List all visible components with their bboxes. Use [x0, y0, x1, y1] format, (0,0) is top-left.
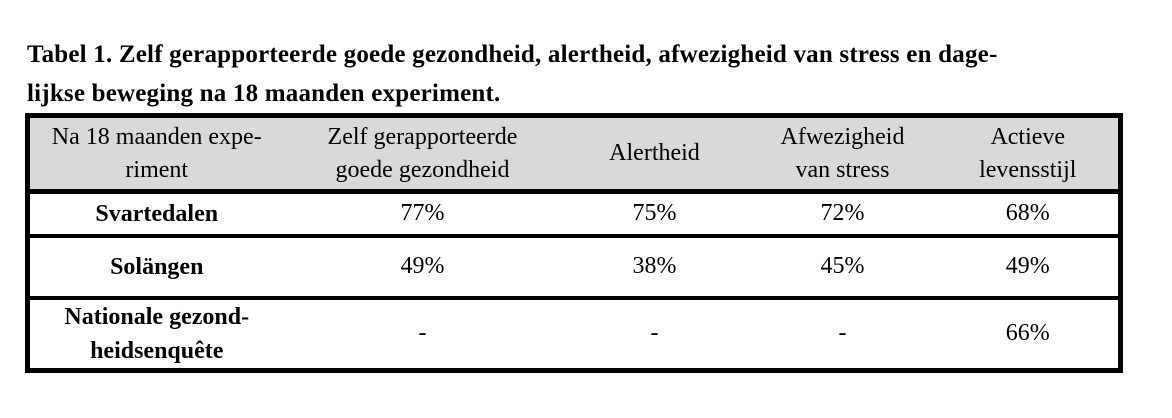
header-cell-active-lifestyle: Actieve levensstijl: [937, 115, 1121, 194]
value-cell: -: [561, 295, 748, 370]
cell-line: Svartedalen: [95, 200, 219, 227]
cell-line: Actieve: [990, 123, 1066, 150]
value-cell: 38%: [561, 233, 748, 298]
value-cell: 49%: [283, 233, 562, 298]
header-cell-absence-of-stress: Afwezigheid van stress: [747, 115, 938, 194]
cell-line: van stress: [795, 156, 890, 183]
cell-line: Nationale gezond-: [64, 303, 250, 330]
table-row-nationale-gezondheidsenquete: Nationale gezond- heidsenquête - - - 66%: [27, 295, 1121, 370]
value-cell: -: [283, 295, 562, 370]
table-row-solangen: Solängen 49% 38% 45% 49%: [27, 233, 1121, 298]
value-cell: 68%: [937, 189, 1121, 236]
cell-line: riment: [125, 156, 189, 183]
results-table: Na 18 maanden expe- riment Zelf gerappor…: [25, 113, 1123, 373]
cell-line: goede gezondheid: [335, 156, 510, 183]
cell-line: Alertheid: [609, 140, 700, 166]
header-cell-period: Na 18 maanden expe- riment: [27, 115, 284, 194]
cell-line: levensstijl: [979, 156, 1077, 183]
value-cell: -: [747, 295, 938, 370]
header-cell-alertness: Alertheid: [561, 115, 748, 194]
value-cell: 45%: [747, 233, 938, 298]
cell-line: Na 18 maanden expe-: [51, 123, 262, 150]
value-cell: 77%: [283, 189, 562, 236]
value-cell: 66%: [937, 295, 1121, 370]
row-label: Solängen: [27, 233, 284, 298]
table-row-svartedalen: Svartedalen 77% 75% 72% 68%: [27, 189, 1121, 236]
cell-line: Afwezigheid: [780, 123, 905, 150]
value-cell: 49%: [937, 233, 1121, 298]
value-cell: 75%: [561, 189, 748, 236]
cell-line: Solängen: [110, 253, 204, 280]
table-header-row: Na 18 maanden expe- riment Zelf gerappor…: [27, 115, 1121, 194]
cell-line: Zelf gerapporteerde: [327, 123, 518, 150]
row-label: Nationale gezond- heidsenquête: [27, 295, 284, 370]
caption-line: Tabel 1. Zelf gerapporteerde goede gezon…: [27, 41, 998, 68]
header-cell-good-health: Zelf gerapporteerde goede gezondheid: [283, 115, 562, 194]
caption-line: lijkse beweging na 18 maanden experiment…: [27, 80, 501, 107]
table-caption: Tabel 1. Zelf gerapporteerde goede gezon…: [27, 35, 998, 113]
row-label: Svartedalen: [27, 189, 284, 236]
value-cell: 72%: [747, 189, 938, 236]
cell-line: heidsenquête: [90, 337, 224, 364]
